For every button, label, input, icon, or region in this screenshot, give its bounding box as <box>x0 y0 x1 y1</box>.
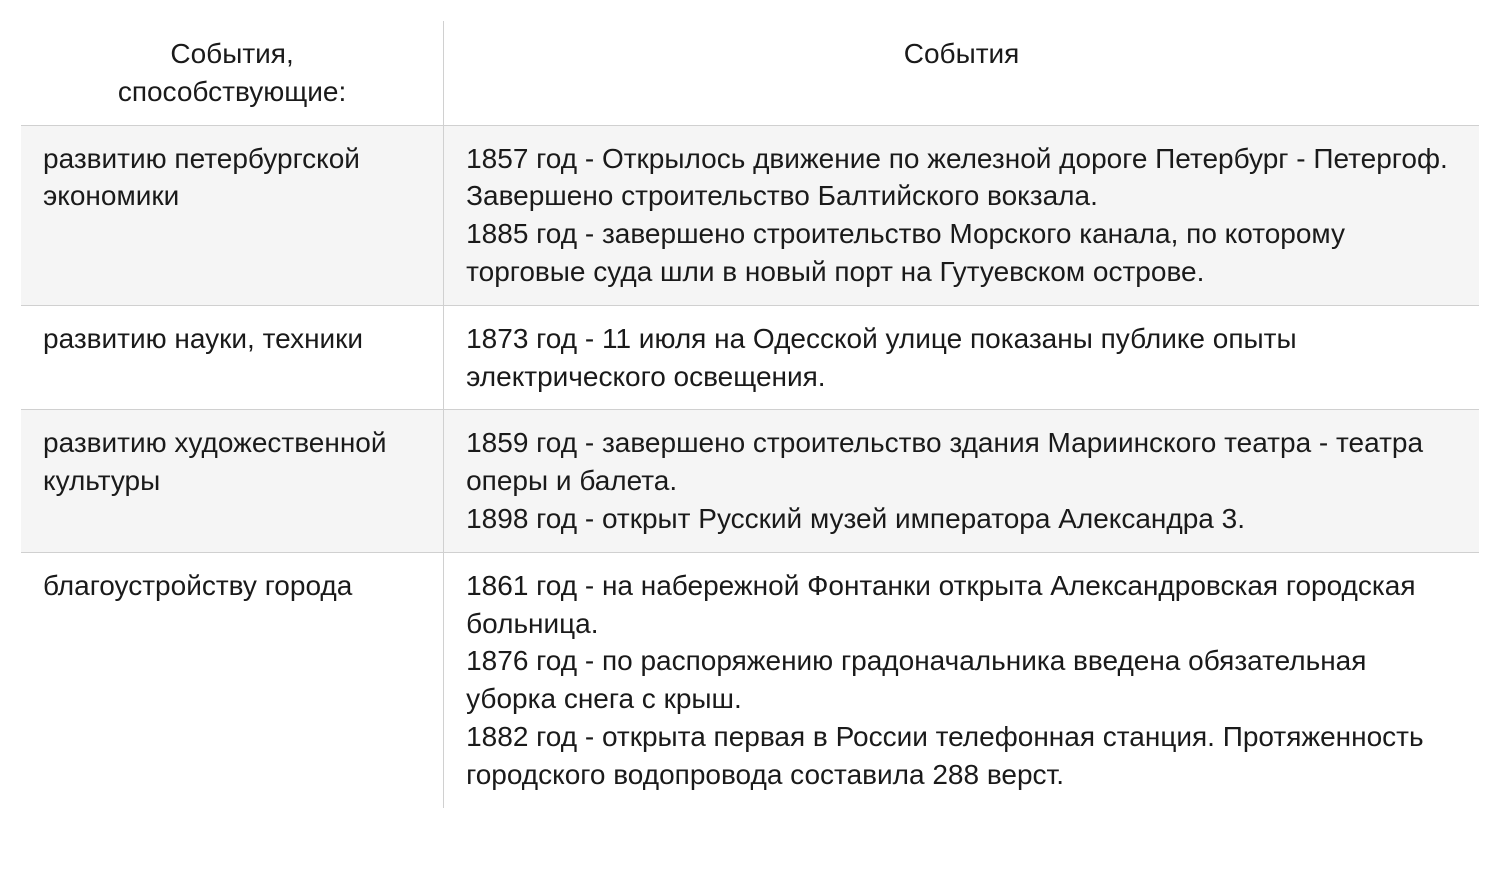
events-table: События, способствующие: События развити… <box>20 20 1480 809</box>
category-text: благоустройству города <box>43 570 352 601</box>
table-row: благоустройству города 1861 год - на наб… <box>21 552 1480 808</box>
cell-category: благоустройству города <box>21 552 444 808</box>
cell-events: 1857 год - Открылось движение по железно… <box>444 125 1480 305</box>
category-text: развитию петербургской экономики <box>43 143 360 212</box>
events-text: 1857 год - Открылось движение по железно… <box>466 143 1448 287</box>
events-text: 1861 год - на набережной Фонтанки открыт… <box>466 570 1423 790</box>
events-text: 1859 год - завершено строительство здани… <box>466 427 1423 534</box>
events-text: 1873 год - 11 июля на Одесской улице пок… <box>466 323 1296 392</box>
cell-category: развитию науки, техники <box>21 305 444 410</box>
cell-category: развитию художественной культуры <box>21 410 444 552</box>
col-header-category-label: События, способствующие: <box>118 38 346 107</box>
table-row: развитию петербургской экономики 1857 го… <box>21 125 1480 305</box>
col-header-events-label: События <box>904 38 1020 69</box>
category-text: развитию науки, техники <box>43 323 363 354</box>
table-row: развитию художественной культуры 1859 го… <box>21 410 1480 552</box>
table-header-row: События, способствующие: События <box>21 21 1480 126</box>
cell-category: развитию петербургской экономики <box>21 125 444 305</box>
cell-events: 1873 год - 11 июля на Одесской улице пок… <box>444 305 1480 410</box>
table-row: развитию науки, техники 1873 год - 11 ию… <box>21 305 1480 410</box>
category-text: развитию художественной культуры <box>43 427 387 496</box>
col-header-events: События <box>444 21 1480 126</box>
col-header-category: События, способствующие: <box>21 21 444 126</box>
cell-events: 1861 год - на набережной Фонтанки открыт… <box>444 552 1480 808</box>
cell-events: 1859 год - завершено строительство здани… <box>444 410 1480 552</box>
